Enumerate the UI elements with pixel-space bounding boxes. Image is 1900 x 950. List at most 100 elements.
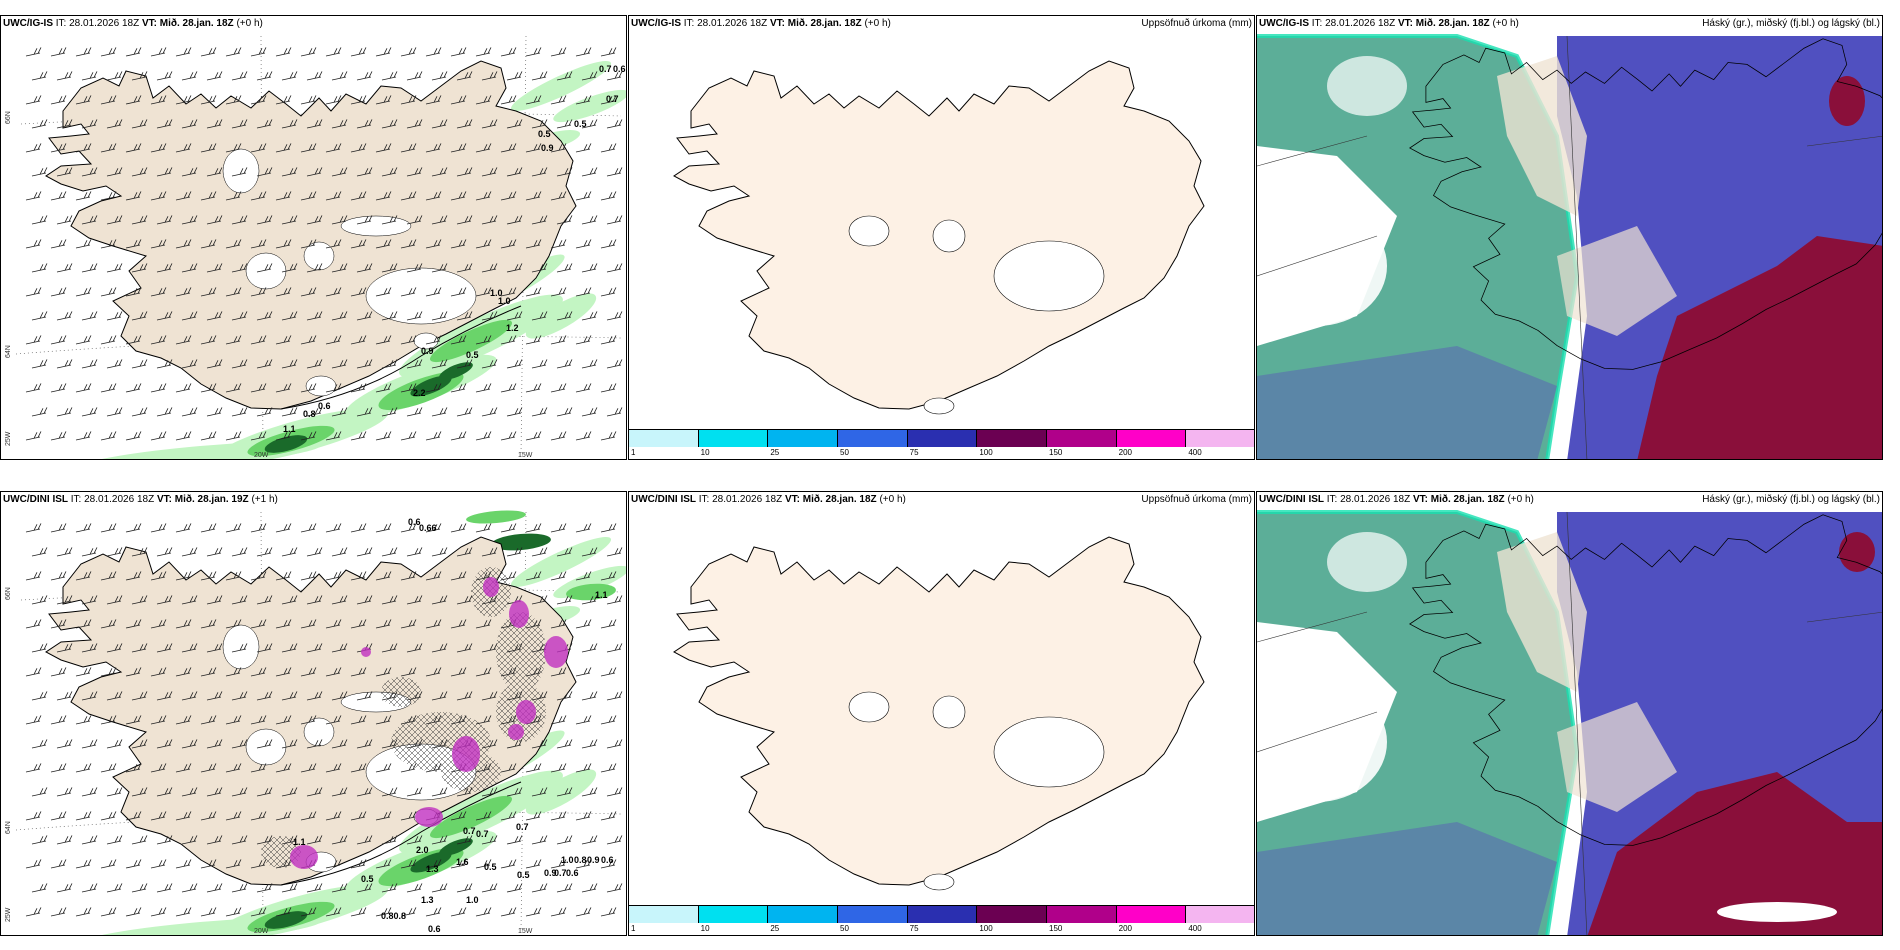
wind-barb [131, 835, 148, 845]
wind-barb [600, 335, 617, 345]
wind-barb [425, 667, 442, 677]
wind-barb [331, 215, 348, 225]
wind-barb [600, 715, 617, 725]
wind-barb [525, 859, 542, 869]
wind-barb [475, 383, 492, 393]
field-patch [483, 577, 499, 597]
wind-barb [356, 739, 373, 749]
wind-barb [31, 263, 48, 273]
wind-barb [81, 835, 98, 845]
wind-barb [75, 191, 92, 201]
wind-barb [325, 619, 342, 629]
wind-barb [306, 787, 323, 797]
wind-barb [550, 143, 567, 153]
wind-barb [531, 547, 548, 557]
wind-barb [381, 167, 398, 177]
wind-barb [206, 119, 223, 129]
wind-barb [425, 191, 442, 201]
wind-barb [131, 691, 148, 701]
wind-barb [125, 383, 142, 393]
wind-barb [200, 335, 217, 345]
wind-barb [481, 71, 498, 81]
wind-barb [231, 739, 248, 749]
wind-barb [400, 383, 417, 393]
lat-label-64n: 64N [5, 345, 12, 358]
wind-barb [325, 907, 342, 917]
panel-title: Háský (gr.), miðský (fj.bl.) og lágský (… [1700, 16, 1882, 32]
wind-barb [175, 287, 192, 297]
wind-barb [75, 431, 92, 441]
wind-barb [600, 523, 617, 533]
wind-barb [531, 359, 548, 369]
wind-barb [425, 523, 442, 533]
wind-barb [106, 787, 123, 797]
wind-barb [331, 595, 348, 605]
wind-barb [606, 167, 623, 177]
wind-barb [575, 143, 592, 153]
wind-barb [550, 47, 567, 57]
wind-barb [575, 95, 592, 105]
wind-barb [331, 883, 348, 893]
wind-barb [256, 407, 273, 417]
wind-barb [606, 643, 623, 653]
wind-barb [106, 547, 123, 557]
wind-barb [50, 335, 67, 345]
wind-barb [450, 619, 467, 629]
wind-barb [425, 239, 442, 249]
wind-barb [125, 191, 142, 201]
wind-barb [375, 143, 392, 153]
wind-barb [456, 835, 473, 845]
low-cloud [1839, 532, 1875, 572]
wind-barb [175, 143, 192, 153]
wind-barb [175, 619, 192, 629]
clear-area [1327, 56, 1407, 116]
wind-barb [306, 311, 323, 321]
wind-barb [106, 691, 123, 701]
wind-barb [256, 167, 273, 177]
wind-barb [375, 667, 392, 677]
wind-barb [300, 619, 317, 629]
panel-header: UWC/IG-IS IT: 28.01.2026 18Z VT: Mið. 28… [629, 16, 893, 32]
wind-barb [475, 335, 492, 345]
wind-barb [506, 883, 523, 893]
wind-barb [175, 907, 192, 917]
wind-barb [450, 523, 467, 533]
wind-barb [125, 523, 142, 533]
wind-barb [256, 215, 273, 225]
wind-barb [356, 407, 373, 417]
wind-barb [450, 811, 467, 821]
wind-barb [400, 239, 417, 249]
wind-barb [206, 595, 223, 605]
wind-barb [125, 95, 142, 105]
wind-barb [181, 407, 198, 417]
wind-barb [275, 715, 292, 725]
wind-barb [131, 407, 148, 417]
high-cloud [1257, 36, 1577, 459]
wind-barb [506, 71, 523, 81]
wind-barb [231, 71, 248, 81]
wind-barb [200, 571, 217, 581]
wind-barb [256, 787, 273, 797]
wind-barb [531, 835, 548, 845]
wind-barb [556, 71, 573, 81]
glacier [923, 397, 955, 415]
colorbar-tick-label: 400 [1188, 448, 1202, 457]
wind-barb [506, 119, 523, 129]
wind-barb [256, 71, 273, 81]
wind-barb [525, 143, 542, 153]
wind-barb [356, 311, 373, 321]
panel-header: UWC/DINI ISL IT: 28.01.2026 18Z VT: Mið.… [629, 492, 908, 508]
wind-barb [375, 383, 392, 393]
colorbar-tick-label: 400 [1188, 924, 1202, 933]
wind-barb [431, 547, 448, 557]
glacier [245, 728, 287, 766]
wind-barb [275, 811, 292, 821]
wind-barb [56, 787, 73, 797]
wind-barb [56, 119, 73, 129]
wind-barb [181, 595, 198, 605]
wind-barb [150, 287, 167, 297]
field-patch [410, 375, 452, 397]
lat-label-66n: 66N [5, 111, 12, 124]
precip-value: 1.2 [506, 323, 519, 333]
wind-barb [300, 335, 317, 345]
